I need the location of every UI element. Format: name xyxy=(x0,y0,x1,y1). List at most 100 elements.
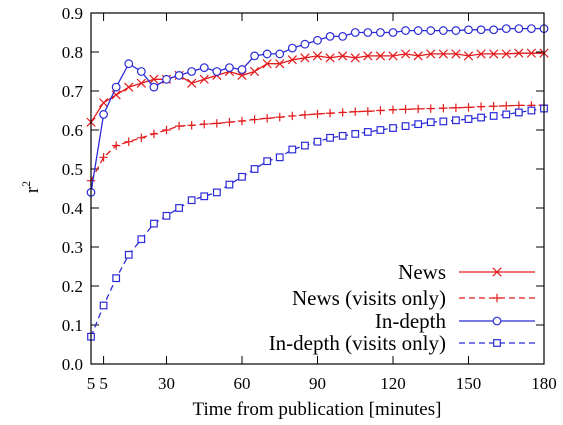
data-point xyxy=(225,118,234,127)
data-point xyxy=(514,108,523,117)
data-point xyxy=(363,107,373,116)
data-point xyxy=(238,172,246,181)
data-point xyxy=(313,137,322,146)
x-tick-label: 180 xyxy=(531,374,557,393)
data-point xyxy=(124,59,134,69)
data-point xyxy=(150,219,158,228)
data-point xyxy=(249,66,260,77)
data-point xyxy=(301,141,309,150)
data-point xyxy=(250,115,259,124)
y-tick-label: 0.4 xyxy=(62,199,84,218)
data-point xyxy=(501,49,511,59)
data-point xyxy=(124,250,133,259)
y-tick-label: 0.8 xyxy=(62,43,83,62)
y-axis-title-superscript: 2 xyxy=(19,181,33,187)
legend-item: In-depth (visits only) xyxy=(269,331,535,355)
x-axis-title: Time from publication [minutes] xyxy=(193,399,442,420)
data-point xyxy=(351,107,360,116)
data-point xyxy=(300,110,310,119)
data-point xyxy=(426,49,436,59)
legend-label: In-depth (visits only) xyxy=(269,331,446,355)
data-point xyxy=(162,74,171,84)
data-point xyxy=(250,51,259,61)
data-point xyxy=(451,26,461,35)
data-point xyxy=(187,121,196,130)
data-point xyxy=(325,53,335,63)
y-tick-label: 0.9 xyxy=(62,4,83,23)
data-point xyxy=(287,55,297,65)
data-point xyxy=(212,67,222,76)
data-point xyxy=(477,113,485,122)
data-point xyxy=(300,39,310,49)
data-point xyxy=(526,48,537,58)
data-point xyxy=(438,49,448,59)
y-axis-title: r2 xyxy=(19,181,43,193)
data-point xyxy=(313,35,322,45)
data-point xyxy=(401,26,410,35)
legend-marker xyxy=(492,316,502,326)
data-point xyxy=(124,82,134,92)
data-point xyxy=(489,102,498,111)
legend-marker xyxy=(492,293,502,303)
x-tick-label: 60 xyxy=(234,374,251,393)
data-point xyxy=(99,153,108,162)
data-point xyxy=(476,49,486,59)
data-point xyxy=(275,59,285,69)
data-point xyxy=(262,49,272,59)
data-point xyxy=(376,28,385,37)
y-tick-label: 0.6 xyxy=(62,121,83,140)
data-point xyxy=(325,109,335,118)
x-tick-label: 5 xyxy=(99,374,108,393)
data-point xyxy=(225,180,234,189)
data-point xyxy=(363,28,373,37)
data-point xyxy=(514,24,524,34)
data-point xyxy=(426,26,436,35)
data-point xyxy=(187,67,197,76)
data-point xyxy=(137,133,146,142)
data-point xyxy=(111,82,121,92)
legend-item: News xyxy=(398,260,535,284)
data-point xyxy=(514,101,524,110)
data-point xyxy=(438,26,448,35)
data-point xyxy=(275,49,285,59)
data-point xyxy=(136,67,146,76)
data-point xyxy=(162,211,171,220)
legend-item: In-depth xyxy=(375,309,535,333)
y-tick-label: 0.1 xyxy=(62,316,83,335)
data-point xyxy=(225,63,234,72)
data-point xyxy=(136,78,146,88)
data-point xyxy=(363,51,373,61)
x-tick-label: 5 xyxy=(87,374,96,393)
data-point xyxy=(275,112,284,122)
data-point xyxy=(137,235,146,244)
data-point xyxy=(313,109,322,119)
data-point xyxy=(527,24,536,34)
data-point xyxy=(199,63,209,72)
data-point xyxy=(350,28,360,37)
data-point xyxy=(99,301,108,310)
plot-frame xyxy=(90,12,545,365)
data-point xyxy=(413,51,423,61)
data-point xyxy=(325,32,335,41)
legend-item: News (visits only) xyxy=(292,286,535,310)
data-point xyxy=(187,78,197,88)
x-tick-label: 150 xyxy=(456,374,482,393)
data-point xyxy=(262,114,272,123)
data-point xyxy=(262,59,272,69)
data-point xyxy=(464,25,473,35)
data-point xyxy=(174,121,184,131)
data-point xyxy=(300,53,310,63)
data-point xyxy=(401,122,410,131)
data-point xyxy=(439,117,448,126)
data-point xyxy=(212,188,221,197)
data-point xyxy=(288,145,297,154)
series-4 xyxy=(87,104,548,341)
data-point xyxy=(413,26,423,35)
data-point xyxy=(338,51,348,61)
data-point xyxy=(326,133,334,142)
data-point xyxy=(338,32,348,41)
y-tick-label: 0.5 xyxy=(62,160,83,179)
data-point xyxy=(388,105,398,114)
data-point xyxy=(388,28,398,37)
data-point xyxy=(389,124,397,132)
